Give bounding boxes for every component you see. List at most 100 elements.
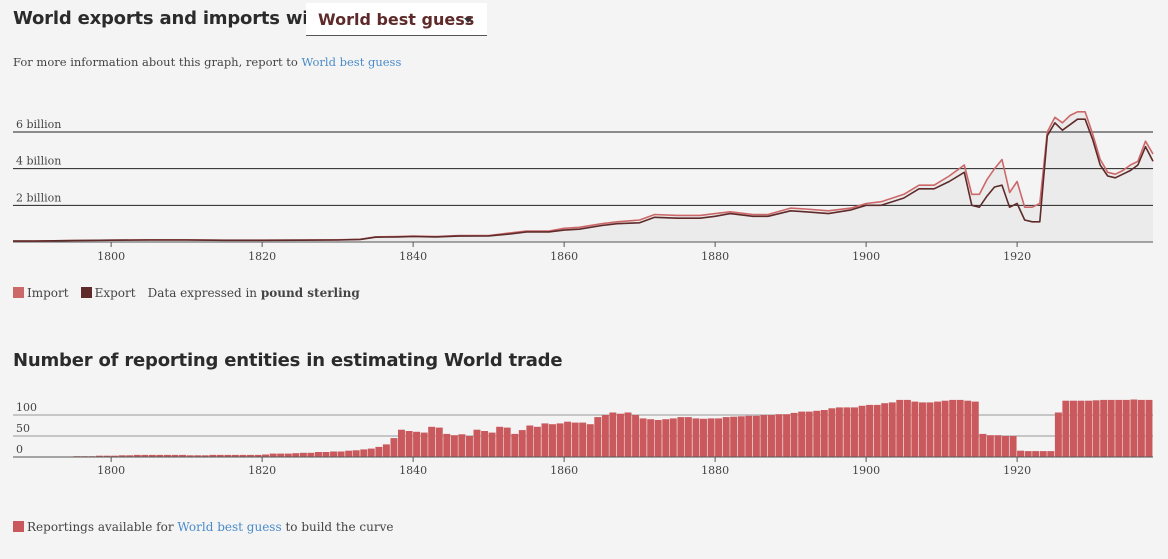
bar	[1137, 399, 1145, 457]
bar	[413, 431, 421, 457]
bar	[315, 452, 322, 457]
bar	[1070, 400, 1077, 457]
bar	[662, 419, 670, 457]
bar	[1115, 399, 1123, 457]
y-tick-label: 4 billion	[16, 155, 61, 168]
bar	[813, 410, 821, 457]
bar	[866, 404, 874, 457]
bar	[934, 401, 942, 457]
bar	[428, 426, 436, 457]
bar	[1077, 400, 1085, 457]
bar	[247, 454, 254, 457]
bar	[745, 415, 753, 457]
bar	[1100, 399, 1108, 457]
bar	[586, 424, 594, 457]
bar	[820, 410, 828, 457]
export-swatch	[80, 287, 92, 298]
bar	[949, 399, 957, 457]
bar	[564, 421, 572, 457]
bar	[828, 408, 836, 457]
bar	[133, 454, 141, 457]
dropdown-value: World best guess	[318, 10, 475, 29]
bar	[1039, 451, 1047, 457]
bar	[594, 417, 602, 457]
bar	[496, 426, 504, 457]
bar	[118, 455, 126, 457]
bar	[277, 453, 285, 457]
bar	[103, 455, 111, 457]
x-tick-label: 1900	[852, 464, 880, 477]
bar	[179, 454, 187, 457]
reporting-legend-suffix: to build the curve	[285, 520, 394, 534]
bar-swatch	[13, 521, 24, 532]
bar	[503, 427, 511, 457]
bar	[941, 400, 949, 457]
bar	[994, 435, 1002, 457]
bar	[458, 434, 466, 457]
bar	[299, 452, 307, 457]
bar	[790, 412, 798, 457]
bar	[186, 455, 194, 457]
bar	[466, 436, 473, 457]
bar	[473, 429, 481, 457]
trade-legend: Import Export Data expressed in pound ster…	[13, 286, 360, 300]
bar	[737, 416, 745, 457]
bar	[964, 400, 972, 457]
bar	[352, 450, 360, 457]
bar	[1107, 399, 1115, 457]
bar	[896, 399, 904, 457]
unit-value: pound sterling	[260, 286, 360, 300]
bar	[405, 431, 413, 457]
export-label: Export	[94, 286, 136, 300]
reporting-chart-title: Number of reporting entities in estimati…	[13, 350, 563, 371]
bar	[775, 414, 783, 457]
bar	[1009, 436, 1017, 457]
bar	[843, 407, 851, 457]
bar	[617, 413, 624, 457]
reporting-legend-link[interactable]: World best guess	[177, 520, 282, 534]
bar	[601, 415, 609, 457]
info-link[interactable]: World best guess	[301, 55, 402, 69]
bar	[1017, 450, 1025, 457]
export-line	[13, 118, 1154, 242]
bar	[805, 411, 813, 457]
bar	[1062, 400, 1070, 457]
bar	[262, 454, 270, 457]
bar	[1047, 451, 1055, 457]
bar	[722, 417, 730, 457]
bar	[126, 455, 134, 457]
bar	[549, 424, 556, 457]
bar	[730, 416, 738, 457]
x-tick-label: 1920	[1003, 250, 1031, 263]
bar	[141, 454, 149, 457]
bar	[888, 402, 896, 457]
x-tick-label: 1800	[97, 250, 125, 263]
x-tick-label: 1880	[701, 464, 729, 477]
bar	[707, 418, 715, 457]
bar	[224, 454, 232, 457]
bar	[450, 435, 458, 457]
caret-down-icon	[464, 18, 472, 23]
bar	[684, 417, 692, 457]
y-tick-label: 50	[16, 422, 30, 435]
bar	[488, 432, 496, 457]
x-tick-label: 1880	[701, 250, 729, 263]
bar	[201, 455, 209, 457]
bar	[986, 435, 994, 457]
bar	[669, 418, 677, 457]
bar	[171, 454, 179, 457]
bar	[526, 425, 534, 457]
partner-dropdown[interactable]: World best guess	[306, 3, 487, 36]
bar	[382, 444, 390, 457]
bar	[919, 402, 926, 457]
bar	[96, 455, 103, 457]
bar	[609, 412, 617, 457]
bar	[903, 399, 911, 457]
bar	[284, 453, 292, 457]
bar	[518, 430, 526, 457]
bar	[647, 419, 655, 457]
bar	[330, 451, 338, 457]
bar	[1054, 412, 1062, 457]
bar	[851, 407, 858, 457]
bar	[579, 422, 587, 457]
